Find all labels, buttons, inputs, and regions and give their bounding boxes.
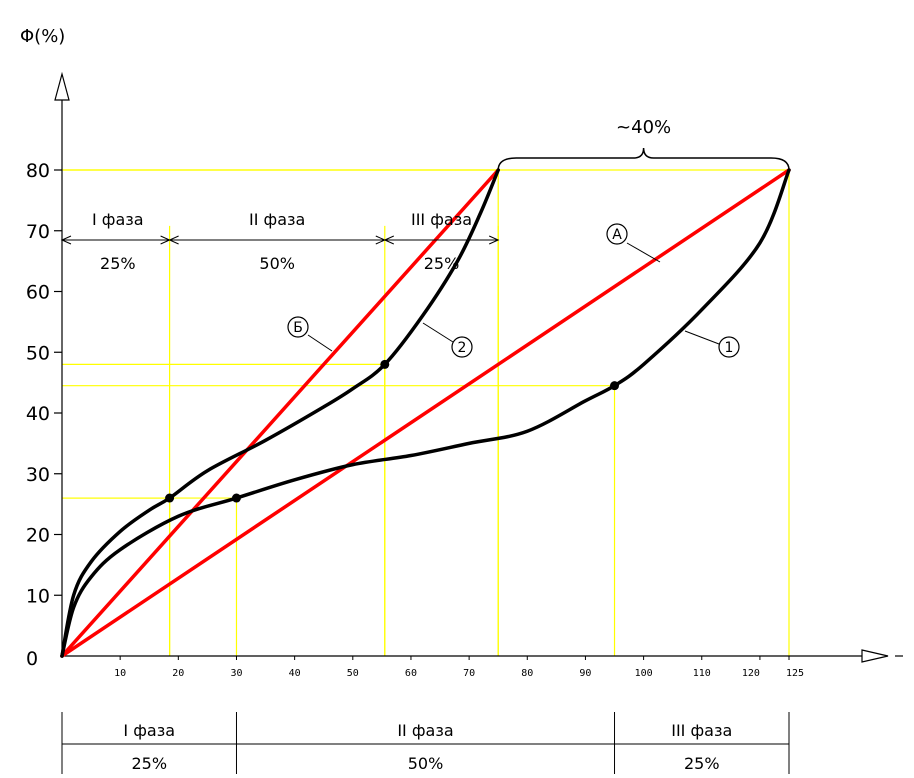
labels-layer: Φ(%) А Б 1 2 I фаза 25% II фаза 50% III фаза 25% ~4… — [20, 26, 790, 358]
x-tick-label-70: 70 — [463, 668, 475, 679]
series-marker-leader-3 — [422, 322, 454, 343]
brace-icon — [497, 147, 790, 171]
x-tick-label-20: 20 — [172, 668, 184, 679]
y-axis-arrow-icon — [54, 71, 70, 101]
x-tick-label-80: 80 — [521, 668, 533, 679]
series-line-1 — [60, 168, 500, 658]
y-tick-label-70: 70 — [26, 221, 50, 243]
y-tick-label-60: 60 — [26, 282, 50, 304]
bottom-phase-label-2: III фаза — [671, 721, 732, 740]
data-point-0 — [165, 493, 175, 503]
series-marker-leader-0 — [626, 242, 661, 263]
top-phase-label-1: II фаза — [249, 210, 305, 229]
bottom-phase-percent-0: 25% — [131, 754, 167, 773]
x-tick-label-10: 10 — [114, 668, 126, 679]
x-tick-label-120: 120 — [742, 668, 760, 679]
x-tick-label-50: 50 — [347, 668, 359, 679]
y-tick-label-80: 80 — [26, 160, 50, 182]
series-line-0 — [60, 168, 791, 658]
y-tick-label-30: 30 — [26, 464, 50, 486]
top-phase-percent-0: 25% — [100, 254, 136, 273]
top-phase-arrow-left-icon-1 — [168, 235, 179, 245]
series-marker-label-3: 2 — [458, 340, 467, 356]
top-phase-label-0: I фаза — [92, 210, 144, 229]
y-tick-label-10: 10 — [26, 585, 50, 607]
x-axis-arrow-icon — [861, 649, 889, 663]
bottom-phase-percent-1: 50% — [408, 754, 444, 773]
series-marker-leader-1 — [307, 334, 333, 352]
x-tick-label-30: 30 — [230, 668, 242, 679]
series-marker-circle-3 — [451, 336, 473, 358]
bottom-phase-label-1: II фаза — [397, 721, 453, 740]
bottom-phase-label-0: I фаза — [123, 721, 175, 740]
series-layer — [60, 168, 791, 658]
x-tick-label-125: 125 — [786, 668, 804, 679]
top-phase-percent-2: 25% — [424, 254, 460, 273]
phase-table: I фаза 25% II фаза 50% III фаза 25% — [61, 712, 790, 774]
series-marker-circle-1 — [287, 316, 309, 338]
y-tick-label-0: 0 — [26, 648, 38, 670]
x-tick-label-110: 110 — [693, 668, 711, 679]
x-tick-label-60: 60 — [405, 668, 417, 679]
y-tick-label-40: 40 — [26, 403, 50, 425]
series-marker-label-1: Б — [293, 320, 303, 336]
top-phase-arrow-left-icon-2 — [383, 235, 394, 245]
series-marker-leader-2 — [684, 330, 720, 345]
top-phase-arrow-right-icon-2 — [488, 235, 500, 245]
y-tick-label-50: 50 — [26, 342, 50, 364]
series-curve-3 — [60, 168, 500, 658]
top-phase-arrow-left-icon-0 — [60, 235, 72, 245]
series-marker-circle-2 — [718, 336, 740, 358]
series-marker-circle-0 — [606, 223, 628, 245]
data-point-3 — [610, 381, 620, 391]
data-point-1 — [231, 493, 241, 503]
x-tick-label-40: 40 — [289, 668, 301, 679]
y-tick-label-20: 20 — [26, 525, 50, 547]
series-marker-label-0: А — [612, 227, 622, 243]
x-tick-label-90: 90 — [579, 668, 591, 679]
top-phase-label-2: III фаза — [411, 210, 472, 229]
x-tick-label-100: 100 — [635, 668, 653, 679]
series-marker-label-2: 1 — [725, 340, 734, 356]
brace-label: ~40% — [616, 117, 671, 138]
bottom-phase-percent-2: 25% — [684, 754, 720, 773]
top-phase-percent-1: 50% — [259, 254, 295, 273]
data-point-2 — [380, 359, 390, 369]
y-axis-title: Φ(%) — [20, 26, 65, 47]
series-curve-2 — [60, 168, 791, 658]
